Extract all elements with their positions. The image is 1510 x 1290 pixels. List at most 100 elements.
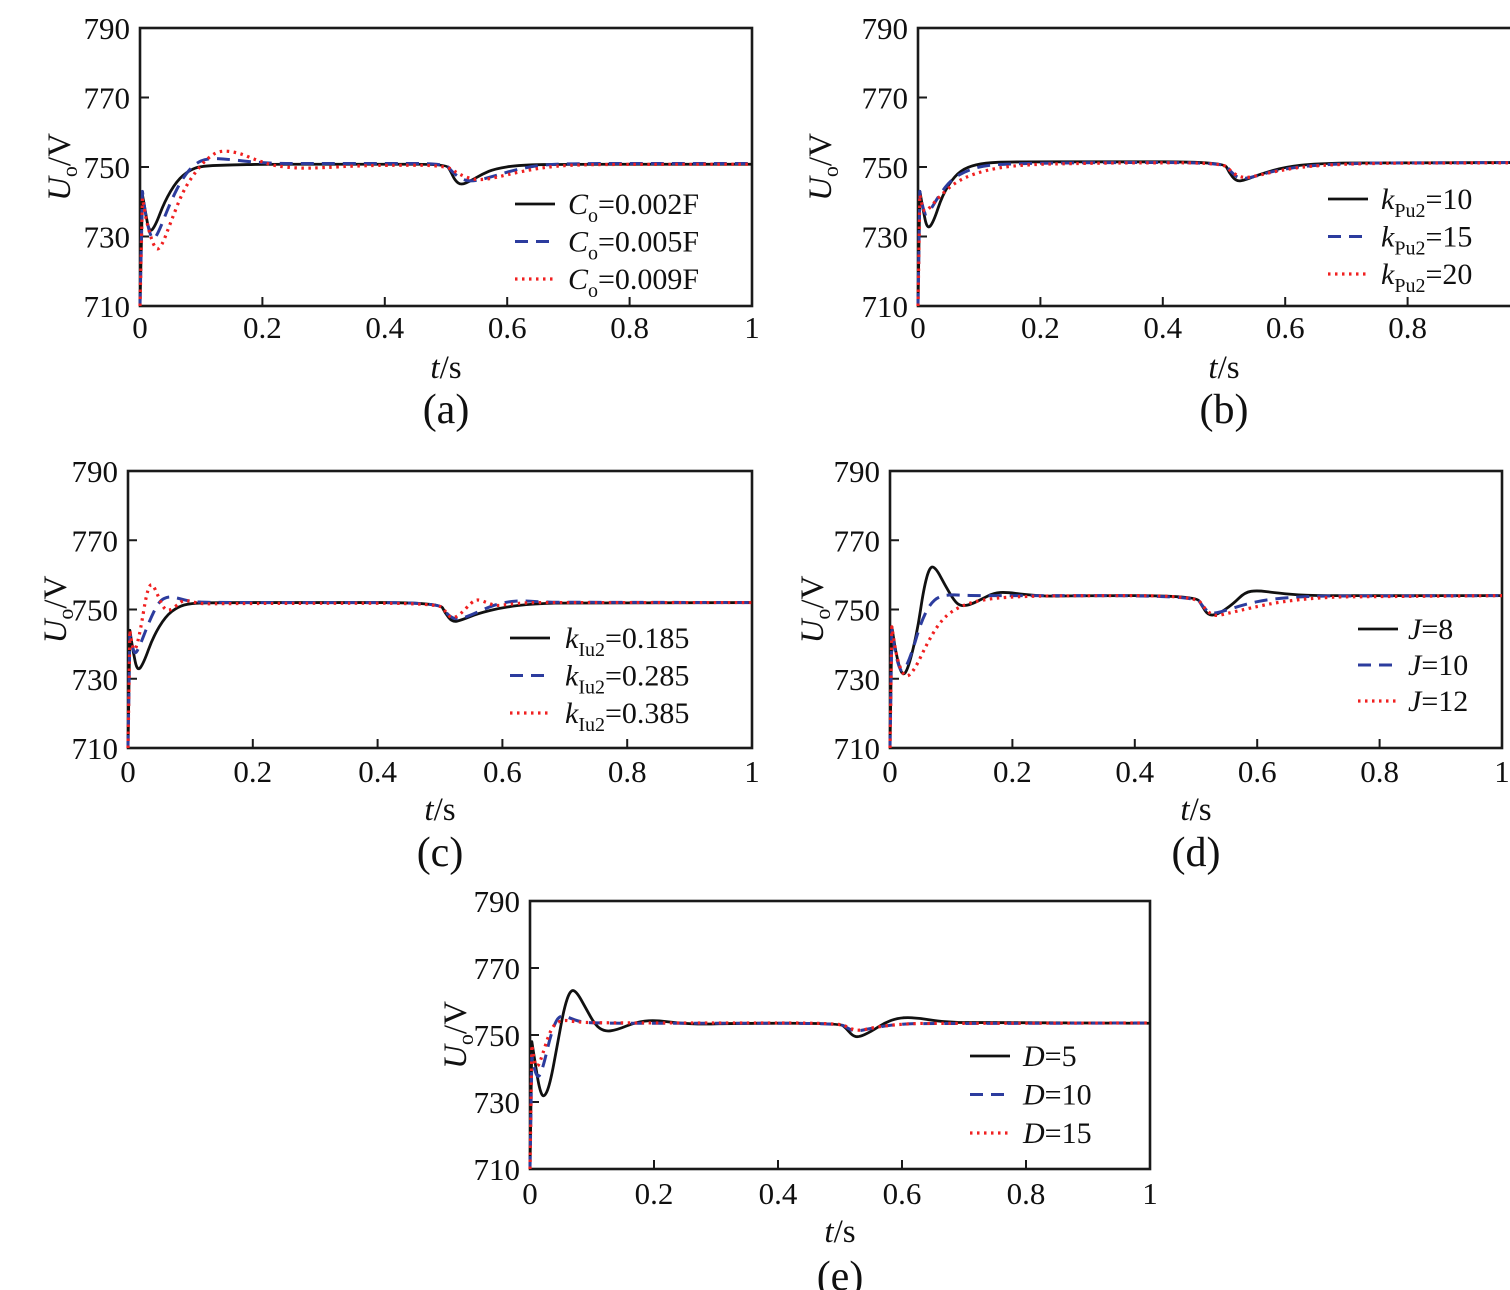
x-tick-label: 0 [522, 1176, 538, 1211]
y-tick-label: 730 [84, 220, 131, 255]
y-tick-label: 750 [862, 150, 909, 185]
legend-label: kIu2=0.185 [565, 622, 689, 661]
y-tick-label: 730 [474, 1085, 521, 1120]
x-tick-label: 0.6 [488, 310, 527, 345]
legend-label: kPu2=20 [1381, 258, 1472, 297]
legend-label: J=10 [1408, 649, 1468, 682]
y-tick-label: 730 [834, 662, 881, 697]
y-tick-label: 710 [84, 289, 131, 324]
y-tick-label: 790 [862, 16, 909, 46]
panel-e: 710 730 750 770 790 0 0.2 0.4 0.6 0.8 1 Uo/V t/s D=5 D… [418, 876, 1178, 1290]
x-tick-label: 0.4 [358, 754, 397, 789]
x-tick-label: 1 [744, 310, 760, 345]
x-axis-label: t/s [430, 350, 461, 386]
x-tick-label: 0.8 [1007, 1176, 1046, 1211]
x-tick-label: 1 [1142, 1176, 1158, 1211]
y-tick-label: 750 [72, 593, 119, 628]
series-line-kiu2-0-285 [126, 595, 753, 749]
y-tick-label: 710 [834, 731, 881, 766]
x-tick-label: 0.4 [1143, 310, 1182, 345]
y-tick-label: 710 [72, 731, 119, 766]
x-axis-label: t/s [824, 1214, 855, 1250]
panel-a: 710 730 750 770 790 0 0.2 0.4 0.6 0.8 1 Uo/V t/s Co=0… [40, 16, 795, 441]
series-line-j-12 [888, 594, 1503, 749]
x-tick-label: 0.6 [483, 754, 522, 789]
series-line-j-8 [888, 565, 1502, 749]
x-axis-label: t/s [424, 792, 455, 828]
y-tick-label: 790 [834, 454, 881, 489]
x-tick-label: 0.2 [243, 310, 282, 345]
legend-label: J=12 [1408, 685, 1468, 718]
y-tick-label: 770 [862, 81, 909, 116]
chart-a: 710 730 750 770 790 0 0.2 0.4 0.6 0.8 1 Uo/V t/s Co=0… [42, 16, 760, 433]
legend-label: Co=0.009F [568, 263, 699, 302]
y-tick-label: 750 [84, 150, 131, 185]
legend-label: kIu2=0.285 [565, 660, 689, 699]
y-tick-label: 790 [474, 884, 521, 919]
x-tick-label: 0.6 [883, 1176, 922, 1211]
series-line-d-10 [528, 1014, 1151, 1170]
caption-d: (d) [1172, 830, 1221, 876]
x-tick-label: 0.6 [1266, 310, 1305, 345]
legend-label: J=8 [1408, 613, 1453, 646]
y-axis-label: Uo/V [42, 133, 82, 201]
x-tick-label: 0.2 [993, 754, 1032, 789]
y-tick-label: 750 [474, 1018, 521, 1053]
legend-label: Co=0.005F [568, 226, 699, 265]
caption-c: (c) [417, 830, 464, 876]
legend-label: Co=0.002F [568, 188, 699, 227]
legend-label: kPu2=15 [1381, 221, 1472, 260]
x-tick-label: 0.8 [1360, 754, 1399, 789]
x-tick-label: 0 [120, 754, 136, 789]
chart-b: 71073075077079000.20.40.60.81Uo/Vt/skPu2… [803, 16, 1510, 433]
x-tick-label: 0 [910, 310, 926, 345]
y-tick-label: 770 [834, 523, 881, 558]
caption-b: (b) [1200, 387, 1249, 433]
x-tick-label: 1 [1494, 754, 1510, 789]
legend-label: D=10 [1022, 1079, 1092, 1112]
y-tick-label: 730 [72, 662, 119, 697]
legend-label: kIu2=0.385 [565, 697, 689, 736]
x-tick-label: 0.8 [608, 754, 647, 789]
y-tick-label: 790 [72, 454, 119, 489]
panel-c: 710 730 750 770 790 0 0.2 0.4 0.6 0.8 1 Uo/V t/s kIu2… [40, 446, 795, 876]
x-tick-label: 1 [744, 754, 760, 789]
caption-e: (e) [817, 1254, 864, 1290]
chart-e: 710 730 750 770 790 0 0.2 0.4 0.6 0.8 1 Uo/V t/s D=5 D… [438, 884, 1158, 1290]
y-tick-label: 770 [84, 81, 131, 116]
series-line-d-15 [528, 1018, 1151, 1170]
x-tick-label: 0 [882, 754, 898, 789]
x-axis-label: t/s [1208, 350, 1239, 386]
y-tick-label: 790 [84, 16, 131, 46]
series-line-kpu2-20 [916, 161, 1510, 307]
y-axis-label: Uo/V [803, 133, 843, 201]
series-line-co-0-005f [138, 157, 752, 307]
y-tick-label: 770 [474, 951, 521, 986]
panel-d: 710 730 750 770 790 0 0.2 0.4 0.6 0.8 1 Uo/V t/s J=8 J… [795, 446, 1510, 876]
x-tick-label: 0.8 [610, 310, 649, 345]
chart-c: 710 730 750 770 790 0 0.2 0.4 0.6 0.8 1 Uo/V t/s kIu2… [40, 454, 760, 876]
caption-a: (a) [423, 387, 470, 433]
y-tick-label: 710 [862, 289, 909, 324]
x-tick-label: 0.2 [635, 1176, 674, 1211]
legend-label: kPu2=10 [1381, 183, 1472, 222]
y-tick-label: 730 [862, 220, 909, 255]
x-tick-label: 0 [132, 310, 148, 345]
x-axis-label: t/s [1180, 792, 1211, 828]
y-axis-label: Uo/V [438, 1001, 478, 1069]
series-line-j-10 [888, 593, 1503, 749]
x-tick-label: 0.4 [759, 1176, 798, 1211]
y-tick-label: 710 [474, 1152, 521, 1187]
legend-label: D=15 [1022, 1117, 1092, 1150]
x-tick-label: 0.8 [1388, 310, 1427, 345]
y-axis-label: Uo/V [795, 575, 835, 643]
y-tick-label: 770 [72, 523, 119, 558]
x-tick-label: 0.2 [1021, 310, 1060, 345]
legend-label: D=5 [1022, 1040, 1077, 1073]
x-tick-label: 0.2 [233, 754, 272, 789]
y-tick-label: 750 [834, 593, 881, 628]
y-axis-label: Uo/V [40, 575, 78, 643]
x-tick-label: 0.6 [1238, 754, 1277, 789]
